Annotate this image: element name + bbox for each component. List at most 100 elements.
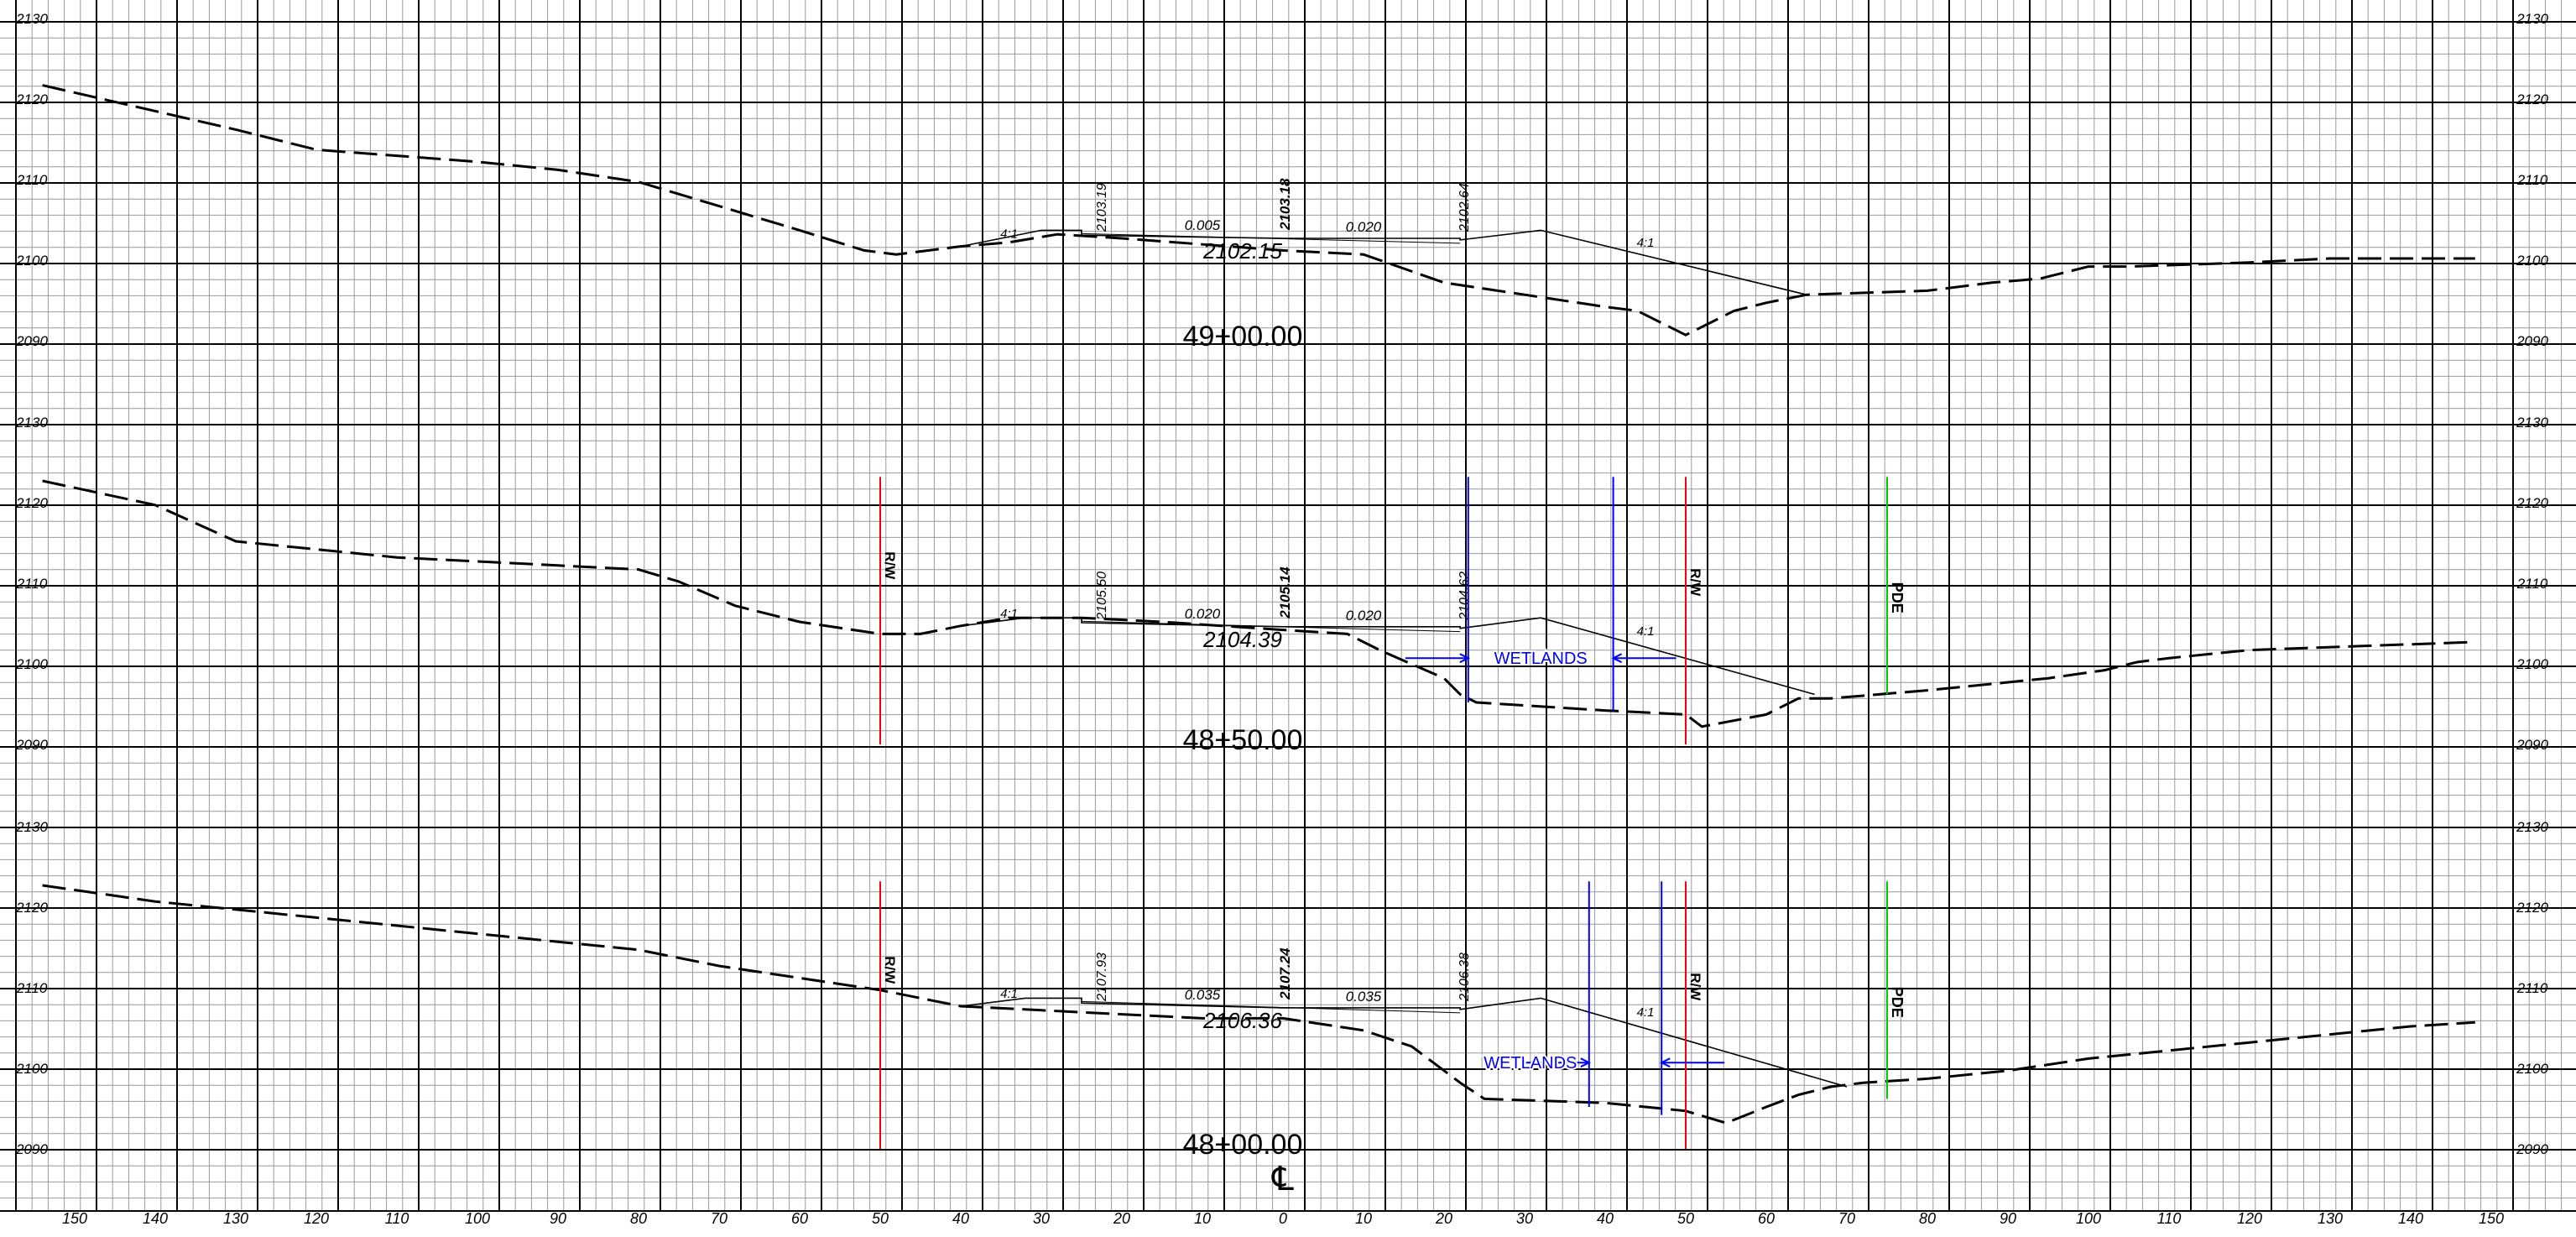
offset-tick-label: 120 — [2237, 1210, 2262, 1227]
left-slope-label: 4:1 — [1000, 987, 1018, 1001]
offset-tick-label: 60 — [791, 1210, 808, 1227]
offset-tick-label: 10 — [1194, 1210, 1211, 1227]
offset-tick-label: 20 — [1113, 1210, 1130, 1227]
right-slope-label: 4:1 — [1637, 624, 1655, 639]
offset-tick-label: 30 — [1033, 1210, 1050, 1227]
elevation-tick-right: 2100 — [2516, 1061, 2548, 1077]
left-shoulder-elevation: 2105.50 — [1095, 572, 1109, 621]
elevation-tick-right: 2100 — [2516, 253, 2548, 269]
right-slope-label: 4:1 — [1637, 236, 1655, 250]
elevation-tick-left: 2100 — [15, 253, 48, 269]
offset-tick-label: 130 — [223, 1210, 248, 1227]
offset-tick-label: 70 — [711, 1210, 727, 1227]
elevation-tick-left: 2130 — [15, 11, 48, 27]
offset-tick-label: 80 — [1919, 1210, 1936, 1227]
wetlands-arrow-left — [1405, 653, 1471, 664]
offset-tick-label: 140 — [143, 1210, 168, 1227]
elevation-tick-right: 2110 — [2516, 576, 2548, 592]
centerline-elevation: 2105.14 — [1277, 566, 1293, 619]
offset-axis: 150 140 130 120 110 100 90 80 70 60 50 40 30 20 10 0 10 2… — [62, 1210, 2504, 1227]
elevation-tick-right: 2110 — [2516, 172, 2548, 188]
elevation-tick-right: 2100 — [2516, 656, 2548, 672]
proposed-template-line — [960, 229, 1807, 295]
offset-tick-label: 80 — [630, 1210, 647, 1227]
offset-tick-label: 150 — [2479, 1210, 2504, 1227]
cross-section-0: 2130 2130 2120 2120 2110 2110 2100 2100 2090 2090… — [15, 11, 2548, 352]
pde-label: PDE — [1889, 987, 1906, 1018]
subgrade-line — [1081, 620, 1461, 633]
subgrade-line — [1081, 1000, 1461, 1014]
station-label: 48+00.00 — [1183, 1129, 1303, 1161]
left-slope-label: 4:1 — [1000, 607, 1018, 621]
offset-tick-label: 90 — [2000, 1210, 2016, 1227]
right-shoulder-elevation: 2102.64 — [1457, 183, 1472, 232]
elevation-tick-right: 2120 — [2516, 495, 2548, 511]
wetlands-arrow-left — [1525, 1057, 1592, 1068]
elevation-tick-left: 2110 — [16, 576, 48, 592]
elevation-tick-left: 2120 — [15, 900, 48, 916]
right-cross-slope: 0.035 — [1346, 989, 1382, 1005]
elevation-tick-right: 2130 — [2516, 819, 2548, 835]
right-slope-label: 4:1 — [1637, 1005, 1655, 1020]
offset-tick-label: 130 — [2318, 1210, 2343, 1227]
elevation-tick-left: 2090 — [15, 1141, 48, 1157]
elevation-tick-left: 2100 — [15, 1061, 48, 1077]
offset-tick-label: 0 — [1279, 1210, 1287, 1227]
elevation-tick-left: 2120 — [15, 91, 48, 107]
offset-tick-label: 60 — [1758, 1210, 1775, 1227]
right-cross-slope: 0.020 — [1346, 219, 1382, 235]
existing-ground-line — [42, 479, 2475, 728]
existing-ground-elevation: 2102.15 — [1202, 238, 1283, 264]
wetlands-arrow-right — [1611, 653, 1676, 664]
existing-ground-line — [42, 84, 2475, 337]
elevation-tick-left: 2110 — [16, 980, 48, 996]
offset-tick-label: 100 — [465, 1210, 490, 1227]
subgrade-line — [1081, 232, 1461, 244]
station-label: 48+50.00 — [1183, 724, 1303, 756]
offset-tick-label: 50 — [872, 1210, 889, 1227]
right-of-way-label: R/W — [1687, 973, 1703, 1001]
minor-gridlines — [0, 0, 2576, 1211]
left-shoulder-elevation: 2103.19 — [1095, 183, 1109, 232]
offset-tick-label: 20 — [1435, 1210, 1452, 1227]
elevation-tick-right: 2090 — [2516, 737, 2548, 753]
cross-section-1: 2130 2130 2120 2120 2110 2110 2100 2100 2090 2090… — [15, 415, 2548, 756]
right-shoulder-elevation: 2104.62 — [1457, 572, 1472, 621]
sections-layer: 2130 2130 2120 2120 2110 2110 2100 2100 2090 2090… — [15, 11, 2548, 1198]
right-shoulder-elevation: 2106.38 — [1457, 953, 1472, 1002]
right-of-way-label: R/W — [882, 956, 898, 984]
station-label: 49+00.00 — [1183, 321, 1303, 352]
offset-tick-label: 110 — [385, 1210, 409, 1227]
elevation-tick-left: 2090 — [15, 333, 48, 349]
centerline-elevation: 2103.18 — [1277, 178, 1293, 231]
elevation-tick-right: 2090 — [2516, 1141, 2548, 1157]
offset-tick-label: 40 — [952, 1210, 969, 1227]
elevation-tick-right: 2130 — [2516, 415, 2548, 431]
elevation-tick-left: 2130 — [15, 819, 48, 835]
elevation-tick-left: 2120 — [15, 495, 48, 511]
offset-tick-label: 10 — [1355, 1210, 1372, 1227]
centerline-elevation: 2107.24 — [1277, 947, 1293, 1000]
offset-tick-label: 30 — [1516, 1210, 1533, 1227]
elevation-tick-right: 2120 — [2516, 91, 2548, 107]
offset-tick-label: 40 — [1597, 1210, 1614, 1227]
elevation-tick-left: 2090 — [15, 737, 48, 753]
right-cross-slope: 0.020 — [1346, 608, 1382, 624]
elevation-tick-left: 2110 — [16, 172, 48, 188]
elevation-tick-right: 2130 — [2516, 11, 2548, 27]
elevation-tick-right: 2110 — [2516, 980, 2548, 996]
right-of-way-label: R/W — [882, 551, 898, 580]
wetlands-label: WETLANDS — [1484, 1054, 1577, 1073]
elevation-tick-right: 2120 — [2516, 900, 2548, 916]
major-gridlines — [0, 0, 2576, 1211]
wetlands-arrow-right — [1659, 1057, 1725, 1068]
offset-tick-label: 100 — [2076, 1210, 2101, 1227]
offset-tick-label: 140 — [2398, 1210, 2423, 1227]
offset-tick-label: 70 — [1838, 1210, 1855, 1227]
existing-ground-line — [42, 884, 2475, 1125]
existing-ground-elevation: 2106.36 — [1202, 1008, 1283, 1033]
elevation-tick-left: 2130 — [15, 415, 48, 431]
